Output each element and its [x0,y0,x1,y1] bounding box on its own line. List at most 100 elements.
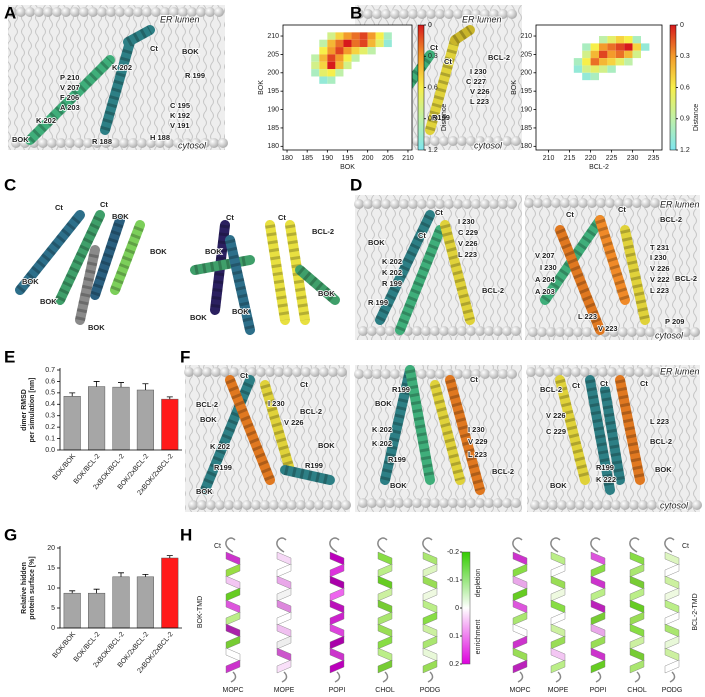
helix [295,265,340,305]
residue-label: I 230 [458,217,475,226]
colorbar-tick-label: 0.3 [680,53,690,60]
colorbar-tick-label: 0.9 [428,116,438,123]
compartment-label: ER lumen [660,366,700,376]
helix-segment [590,659,606,674]
helix-segment [422,611,438,626]
lipid-head [412,326,422,336]
helix-segment [629,551,645,566]
lipid-head [372,9,382,19]
lipid-head [305,500,315,510]
heat-cell [319,76,328,84]
residue-label: R 199 [185,71,205,80]
helix-segment [225,611,241,626]
protein-title: BCL-2-TMD [692,593,699,630]
lipid-head [502,136,512,146]
x-tick-label: 215 [564,155,576,162]
x-tick-label: 225 [606,155,618,162]
lipid-head [202,367,212,377]
heat-cell [335,69,344,77]
helix-segment [590,635,606,650]
heat-cell [335,54,344,62]
lipid-head [670,367,680,377]
lipid-head [623,198,633,208]
heat-cell [327,39,336,48]
lipid-head [323,500,333,510]
residue-label: K 202 [372,425,392,434]
lipid-head [584,500,594,510]
helix-segment [377,659,393,674]
heat-cell [335,47,344,55]
x-tick-label: 230 [627,155,639,162]
heat-cell [335,39,344,48]
bar [112,576,130,629]
helix-segment [422,563,438,578]
y-tick-label: 0.6 [45,378,55,385]
lipid-head [537,327,547,337]
heat-cell [632,36,641,44]
helix [15,210,85,295]
helix [445,375,485,495]
lipid-head [462,9,472,19]
lipid-head [301,367,311,377]
helix-segment [664,563,680,578]
lipid-head [498,9,508,19]
helix-turns [445,378,485,492]
lipid-head [448,136,458,146]
y-axis-label: protein surface [%] [29,556,36,619]
helix-turns [16,211,84,294]
helix-segment [377,623,393,638]
lipid-head [430,498,440,508]
error-bar [93,588,100,594]
x-tick-label: 185 [301,155,313,162]
colorbar-tick-label: 1.2 [428,147,438,154]
lipid-head [480,199,490,209]
lipid-head [620,500,630,510]
lipid-head [645,327,655,337]
helix-segment [629,659,645,674]
heat-cell [327,69,336,77]
lipid-head [160,7,170,17]
x-tick-label: 220 [585,155,597,162]
x-tick-label: 180 [281,155,293,162]
x-axis-label: BCL-2 [589,164,609,171]
lipid-head [128,138,138,148]
helix-segment [225,623,241,638]
lipid-head [636,327,646,337]
lipid-head [448,326,458,336]
colorbar-label: Distance [441,104,448,131]
y-tick-label: 200 [267,70,279,77]
lipid-head [363,199,373,209]
helix-turns [26,56,114,144]
helix-segment [629,623,645,638]
lipid-head [354,199,364,209]
heat-cell [590,43,599,51]
helix [225,375,275,485]
heat-cell [573,65,583,73]
lipid-head [421,498,431,508]
y-tick-label: 180 [520,143,532,150]
helix-segment [590,563,606,578]
bar [136,389,154,451]
residue-label: V 222 [650,275,670,284]
lipid-head [659,198,669,208]
heat-cell [590,65,599,73]
lipid-head [435,199,445,209]
colorbar-tick-label: 0.1 [449,633,459,640]
lipid-head [462,199,472,209]
lipid-head [596,198,606,208]
lipid-head [681,327,691,337]
helix [620,225,650,325]
y-tick-label: 190 [520,106,532,113]
lipid-head [484,326,494,336]
residue-label: BCL-2 [196,400,218,409]
residue-label: A 204 [535,275,556,284]
helix-segment [422,647,438,662]
helix-segment [225,647,241,662]
helix-tail [634,671,641,683]
error-bar [166,555,173,558]
lipid-head [124,7,134,17]
ct-label: Ct [214,543,221,550]
lipid-head [412,498,422,508]
helix-segment [276,623,292,638]
helix-turns [430,383,465,482]
